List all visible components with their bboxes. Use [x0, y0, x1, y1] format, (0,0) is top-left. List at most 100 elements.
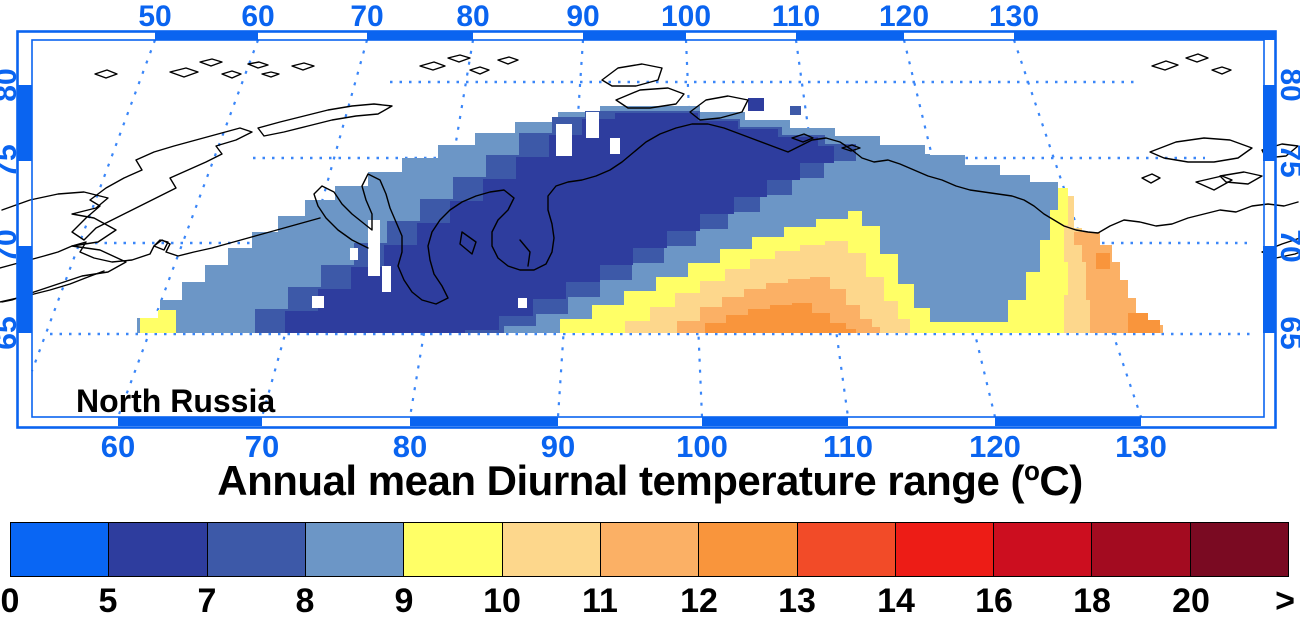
tick-band-left	[18, 246, 32, 333]
tick-band-top	[583, 32, 686, 40]
island-fragment	[447, 54, 471, 63]
islet	[1211, 66, 1232, 75]
colorbar-tick-label: 20	[1172, 582, 1210, 620]
tick-band-bottom	[702, 417, 848, 426]
colorbar-tick-label: 0	[0, 582, 20, 620]
hole-baydarata	[350, 248, 358, 260]
bottom-axis-label: 60	[100, 429, 136, 464]
island-fragment	[169, 67, 199, 78]
colorbar-segment	[501, 523, 600, 576]
bottom-axis-label: 70	[244, 429, 280, 464]
left-axis-label: 65	[0, 316, 23, 350]
island-new-siberian	[1149, 137, 1253, 163]
right-axis-label: 65	[1274, 316, 1300, 350]
islet	[1151, 60, 1179, 71]
bottom-axis-label: 90	[540, 429, 576, 464]
top-axis-label: 100	[660, 0, 712, 33]
colorbar-tick-label: 9	[394, 582, 414, 620]
islet	[1185, 53, 1209, 63]
chart-title-units: C)	[1039, 457, 1083, 504]
temperature-field	[137, 98, 1163, 333]
colorbar-segment	[1091, 523, 1190, 576]
tick-band-top	[796, 32, 904, 40]
zone-12-13-east-corner	[1128, 313, 1160, 333]
island-fragment	[261, 71, 280, 78]
colorbar	[10, 522, 1289, 577]
zone-12-13-east-spot	[1096, 253, 1110, 269]
top-axis-label: 60	[241, 0, 275, 33]
coast-severnaya-zemlya	[601, 63, 861, 152]
coast-vaygach-island	[153, 239, 169, 251]
bottom-axis-label: 120	[969, 429, 1021, 464]
right-axis-label: 70	[1274, 229, 1300, 263]
bottom-axis-label: 130	[1115, 429, 1167, 464]
meridian-60	[116, 39, 260, 418]
colorbar-segment	[403, 523, 502, 576]
isolated-cell-steel	[916, 154, 930, 165]
tick-band-top	[155, 32, 258, 40]
colorbar-tick-label: 18	[1073, 582, 1111, 620]
right-axis-label: 75	[1274, 144, 1300, 178]
island	[689, 95, 749, 121]
island	[1219, 171, 1263, 185]
left-axis-label: 75	[0, 144, 23, 178]
tick-band-bottom	[410, 417, 558, 426]
colorbar-segment	[698, 523, 797, 576]
colorbar-tick-label: 14	[877, 582, 915, 620]
island-fragment	[221, 70, 242, 79]
top-axis-label: 90	[566, 0, 600, 33]
tick-band-bottom	[995, 417, 1141, 426]
top-axis-label: 70	[350, 0, 384, 33]
hole-west	[312, 296, 324, 308]
colorbar-segment	[993, 523, 1092, 576]
coast-novaya-zemlya-south	[71, 127, 253, 241]
colorbar-tick-label: 13	[778, 582, 816, 620]
region-label: North Russia	[76, 383, 276, 419]
island-fragment	[291, 62, 315, 71]
no-data-holes	[312, 112, 620, 308]
hole-yenisei-3	[610, 138, 620, 154]
left-axis-label: 70	[0, 229, 23, 263]
islet	[841, 144, 861, 152]
top-axis-label: 50	[138, 0, 172, 33]
colorbar-segment	[108, 523, 207, 576]
zone-10-11-east	[1064, 196, 1090, 333]
top-axis-label: 120	[878, 0, 930, 33]
island-fragment	[247, 61, 269, 69]
island-fragment	[469, 66, 490, 75]
river-squiggle-taz	[519, 239, 531, 267]
colorbar-tick-label: 12	[680, 582, 718, 620]
coastlines	[0, 53, 1300, 305]
coast-svalbard-franz-josef	[94, 54, 519, 79]
tick-band-top	[367, 32, 473, 40]
bottom-axis-label: 110	[822, 429, 873, 464]
islet	[791, 133, 814, 143]
top-axis-label: 80	[456, 0, 490, 33]
colorbar-segment	[1189, 523, 1289, 576]
tick-band-bottom	[118, 417, 262, 426]
right-axis-label: 80	[1274, 68, 1300, 102]
coast-scandinavia	[1, 191, 127, 303]
top-axis-label: 110	[771, 0, 821, 33]
coast-barents-south	[0, 217, 321, 269]
island-fragment	[199, 58, 223, 67]
hole-taz	[518, 298, 527, 308]
map-canvas	[0, 30, 1300, 429]
island	[615, 87, 685, 109]
hole-yenisei-1	[556, 124, 572, 156]
island	[601, 63, 663, 87]
hole-yenisei-2	[586, 112, 599, 138]
zone-12-13-main	[705, 303, 856, 333]
colorbar-segment	[11, 523, 109, 576]
bottom-axis-label: 100	[676, 429, 728, 464]
bottom-axis-label: 80	[392, 429, 428, 464]
colorbar-tick-label: >	[1275, 582, 1295, 620]
left-axis-label: 80	[0, 68, 23, 102]
meridian-50	[30, 39, 157, 372]
isolated-cell-medium	[790, 106, 801, 115]
tick-band-right	[1263, 85, 1276, 161]
island-fragment	[497, 56, 519, 65]
chart-title-text: Annual mean Diurnal temperature range (	[217, 457, 1024, 504]
coast-mainland-arctic	[313, 123, 1299, 305]
islet	[1141, 173, 1161, 184]
